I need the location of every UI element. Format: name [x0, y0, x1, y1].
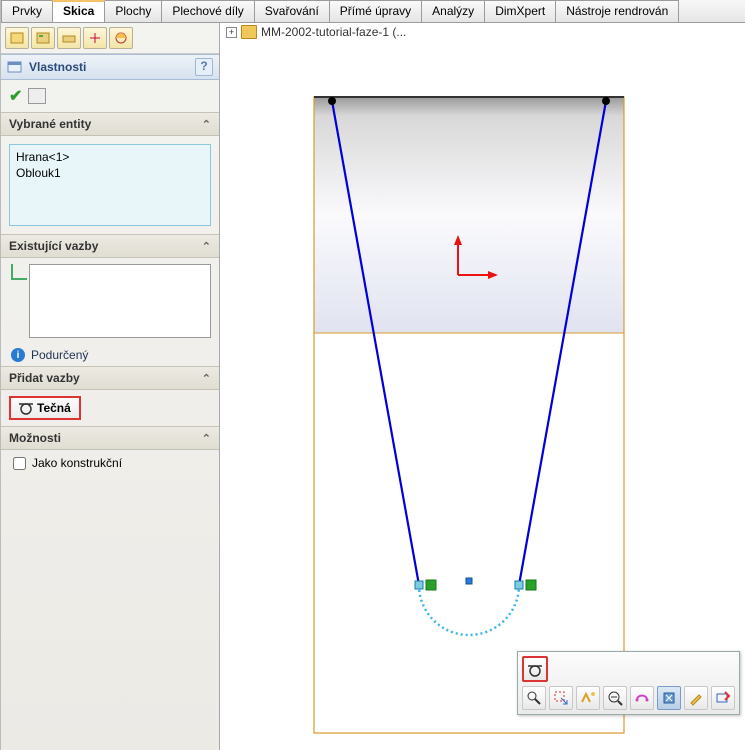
- config-manager-icon[interactable]: [57, 27, 81, 49]
- tab-plechov-d-ly[interactable]: Plechové díly: [161, 0, 254, 22]
- panel-title-bar: Vlastnosti ?: [1, 54, 219, 80]
- info-icon: i: [11, 348, 25, 362]
- collapse-icon: ⌃: [202, 118, 211, 131]
- graphics-area[interactable]: + MM-2002-tutorial-faze-1 (...: [220, 23, 745, 750]
- construction-checkbox-row[interactable]: Jako konstrukční: [1, 450, 219, 476]
- tangent-icon: [19, 401, 33, 415]
- collapse-icon: ⌃: [202, 372, 211, 385]
- tab-sva-ov-n-[interactable]: Svařování: [254, 0, 330, 22]
- tab-plochy[interactable]: Plochy: [104, 0, 162, 22]
- app-body: Vlastnosti ? ✔ Vybrané entity ⌃ Hrana<1>…: [1, 23, 745, 750]
- pin-icon[interactable]: [28, 88, 46, 104]
- render-manager-icon[interactable]: [109, 27, 133, 49]
- properties-icon: [7, 60, 23, 74]
- perpendicular-icon: [11, 264, 27, 280]
- section-selected-entities[interactable]: Vybrané entity ⌃: [1, 112, 219, 136]
- tab-p-m-pravy[interactable]: Přímé úpravy: [329, 0, 422, 22]
- ok-icon[interactable]: ✔: [9, 86, 22, 106]
- app-root: PrvkySkicaPlochyPlechové dílySvařováníPř…: [0, 0, 745, 750]
- make-fixed-icon[interactable]: [657, 686, 681, 710]
- tab-n-stroje-rendrov-n[interactable]: Nástroje rendrován: [555, 0, 679, 22]
- context-toolbar: [517, 651, 740, 715]
- help-icon[interactable]: ?: [195, 58, 213, 76]
- tab-dimxpert[interactable]: DimXpert: [484, 0, 556, 22]
- recent-command-icon[interactable]: [630, 686, 654, 710]
- property-manager: Vlastnosti ? ✔ Vybrané entity ⌃ Hrana<1>…: [1, 23, 220, 750]
- section-add-relations[interactable]: Přidat vazby ⌃: [1, 366, 219, 390]
- selected-entity[interactable]: Oblouk1: [16, 165, 204, 181]
- collapse-icon: ⌃: [202, 240, 211, 253]
- feature-tree-iconbar: [1, 23, 219, 54]
- section-title: Přidat vazby: [9, 371, 80, 385]
- select-other-icon[interactable]: [549, 686, 573, 710]
- tangent-button[interactable]: Tečná: [9, 396, 81, 420]
- zoom-fit-icon[interactable]: [522, 686, 546, 710]
- command-tabstrip: PrvkySkicaPlochyPlechové dílySvařováníPř…: [1, 0, 745, 23]
- tree-view-icon[interactable]: [5, 27, 29, 49]
- panel-title: Vlastnosti: [29, 60, 86, 74]
- tab-prvky[interactable]: Prvky: [1, 0, 53, 22]
- exit-sketch-icon[interactable]: [711, 686, 735, 710]
- selected-entities-list[interactable]: Hrana<1>Oblouk1: [9, 144, 211, 226]
- sketch-tool-icon[interactable]: [684, 686, 708, 710]
- dimxpert-manager-icon[interactable]: [83, 27, 107, 49]
- confirm-row: ✔: [1, 80, 219, 112]
- section-title: Existující vazby: [9, 239, 98, 253]
- construction-label: Jako konstrukční: [32, 456, 122, 470]
- tangent-label: Tečná: [37, 401, 71, 415]
- smart-dimension-icon[interactable]: [576, 686, 600, 710]
- construction-checkbox[interactable]: [13, 457, 26, 470]
- section-existing-relations[interactable]: Existující vazby ⌃: [1, 234, 219, 258]
- section-title: Vybrané entity: [9, 117, 91, 131]
- selected-entity[interactable]: Hrana<1>: [16, 149, 204, 165]
- tangent-tool-icon[interactable]: [522, 656, 548, 682]
- section-title: Možnosti: [9, 431, 61, 445]
- status-row: i Podurčený: [1, 344, 219, 366]
- property-manager-icon[interactable]: [31, 27, 55, 49]
- status-text: Podurčený: [31, 348, 88, 362]
- section-options[interactable]: Možnosti ⌃: [1, 426, 219, 450]
- existing-relations-list[interactable]: [29, 264, 211, 338]
- collapse-icon: ⌃: [202, 432, 211, 445]
- sketch-view: [220, 23, 745, 750]
- tab-skica[interactable]: Skica: [52, 0, 105, 22]
- tab-anal-zy[interactable]: Analýzy: [421, 0, 485, 22]
- zoom-out-icon[interactable]: [603, 686, 627, 710]
